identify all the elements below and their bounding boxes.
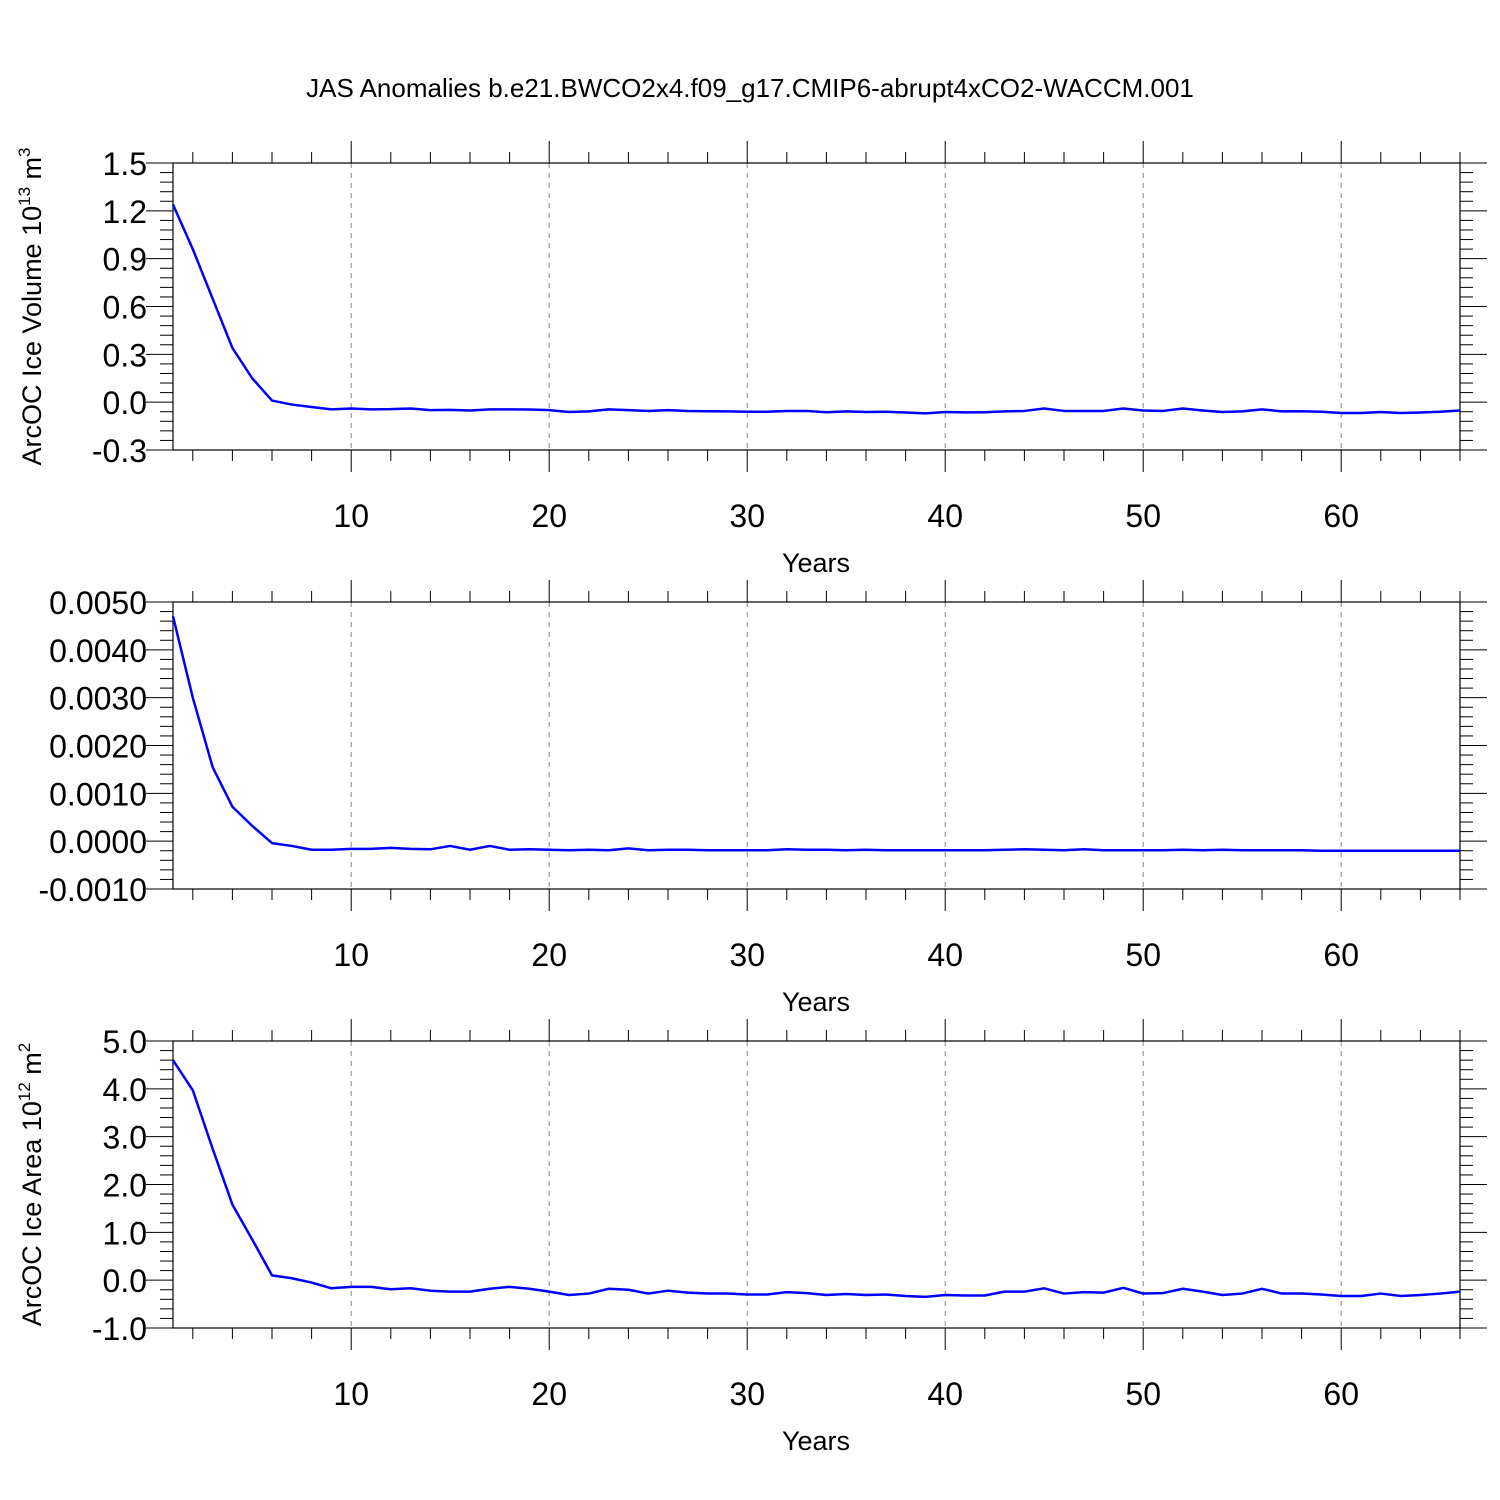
series-line: [171, 616, 1460, 852]
x-tick-label: 20: [531, 1376, 567, 1412]
y-tick-label: 0.0000: [49, 824, 147, 860]
x-axis-label: Years: [782, 548, 850, 578]
x-tick-label: 60: [1323, 937, 1359, 973]
y-tick-label: -0.3: [92, 433, 147, 469]
chart-panel-3: 10 20 30 40 50 60 -1.0 0.0 1.0 2.0 3.0 4.0 5.0 Years A…: [15, 1019, 1487, 1456]
chart-panel-1: 10 20 30 40 50 60 -0.3 0.0 0.3 0.6 0.9 1.2 1.5 Years A…: [15, 141, 1487, 578]
x-tick-label: 30: [729, 498, 765, 534]
x-axis-label: Years: [782, 987, 850, 1017]
y-tick-label: 1.0: [103, 1215, 147, 1251]
chart-panel-2: 10 20 30 40 50 60 -0.0010 0.0000 0.0010 0.0020 0.0…: [38, 580, 1487, 1017]
y-tick-label: 0.6: [103, 290, 147, 326]
x-axis-label: Years: [782, 1426, 850, 1456]
y-tick-label: 2.0: [103, 1168, 147, 1204]
y-tick-label: 0.0020: [49, 729, 147, 765]
series-line: [171, 203, 1461, 415]
x-tick-label: 20: [531, 498, 567, 534]
y-tick-label: 1.5: [103, 146, 147, 182]
y-tick-label: 1.2: [103, 194, 147, 230]
y-tick-label: 0.0: [103, 1263, 147, 1299]
x-tick-label: 50: [1125, 1376, 1161, 1412]
series-line: [171, 1059, 1461, 1299]
x-tick-label: 30: [729, 937, 765, 973]
x-tick-label: 40: [927, 498, 963, 534]
y-tick-label: -1.0: [92, 1311, 147, 1347]
y-tick-label: 0.0030: [49, 681, 147, 717]
plot-frame: [172, 1040, 1461, 1329]
x-tick-label: 50: [1125, 937, 1161, 973]
panels: 10 20 30 40 50 60 -0.3 0.0 0.3 0.6 0.9 1.2 1.5 Years A…: [15, 141, 1487, 1456]
x-tick-label: 40: [927, 937, 963, 973]
y-tick-label: 0.9: [103, 242, 147, 278]
y-tick-label: 0.3: [103, 337, 147, 373]
y-tick-label: 0.0040: [49, 633, 147, 669]
y-tick-label: 4.0: [103, 1072, 147, 1108]
y-axis-label: ArcOC Ice Area 1012 m2: [15, 1043, 47, 1327]
x-tick-label: 40: [927, 1376, 963, 1412]
y-tick-label: 0.0010: [49, 776, 147, 812]
x-tick-label: 60: [1323, 498, 1359, 534]
x-tick-label: 10: [333, 937, 369, 973]
y-tick-label: 0.0: [103, 385, 147, 421]
x-tick-label: 10: [333, 1376, 369, 1412]
x-tick-label: 20: [531, 937, 567, 973]
plot-frame: [172, 601, 1461, 890]
plot-frame: [172, 162, 1461, 451]
x-tick-label: 60: [1323, 1376, 1359, 1412]
y-tick-label: -0.0010: [38, 872, 147, 908]
y-axis-label: ArcOC Ice Volume 1013 m3: [15, 147, 47, 465]
y-tick-label: 0.0050: [49, 585, 147, 621]
figure-title: JAS Anomalies b.e21.BWCO2x4.f09_g17.CMIP…: [306, 73, 1194, 103]
x-tick-label: 50: [1125, 498, 1161, 534]
x-tick-label: 10: [333, 498, 369, 534]
y-tick-label: 3.0: [103, 1120, 147, 1156]
x-tick-label: 30: [729, 1376, 765, 1412]
y-tick-label: 5.0: [103, 1024, 147, 1060]
